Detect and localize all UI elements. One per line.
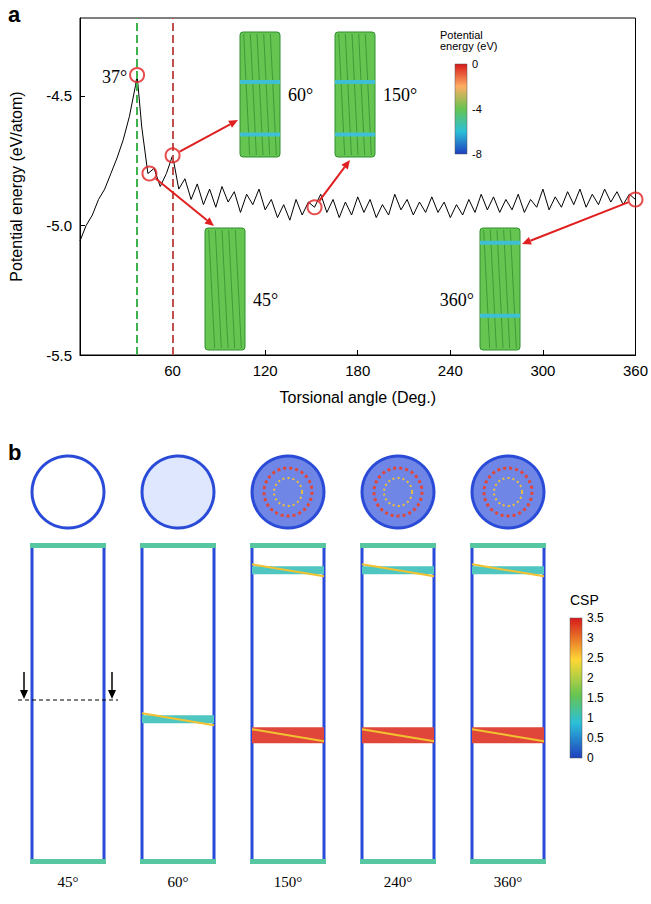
svg-text:150°: 150° <box>383 85 417 105</box>
svg-text:1: 1 <box>587 711 594 725</box>
svg-text:360°: 360° <box>494 874 523 890</box>
svg-text:45°: 45° <box>253 290 278 310</box>
svg-text:2: 2 <box>587 671 594 685</box>
svg-text:1.5: 1.5 <box>587 691 604 705</box>
svg-text:360: 360 <box>623 362 648 379</box>
svg-text:0: 0 <box>587 751 594 765</box>
svg-text:-8: -8 <box>472 148 482 160</box>
svg-text:360°: 360° <box>440 290 474 310</box>
svg-text:60°: 60° <box>288 85 313 105</box>
svg-text:150°: 150° <box>274 874 303 890</box>
svg-text:Potential energy (eV/atom): Potential energy (eV/atom) <box>8 91 25 281</box>
svg-text:Potential: Potential <box>440 28 483 41</box>
svg-text:-4: -4 <box>472 103 482 115</box>
svg-text:Torsional angle (Deg.): Torsional angle (Deg.) <box>279 389 436 406</box>
svg-text:-5.0: -5.0 <box>46 217 72 234</box>
svg-text:120: 120 <box>253 362 278 379</box>
svg-text:240°: 240° <box>384 874 413 890</box>
svg-text:180: 180 <box>345 362 370 379</box>
svg-text:energy (eV): energy (eV) <box>440 40 497 52</box>
svg-text:2.5: 2.5 <box>587 651 604 665</box>
svg-text:-5.5: -5.5 <box>46 347 72 364</box>
svg-text:45°: 45° <box>58 874 79 890</box>
svg-text:60°: 60° <box>168 874 189 890</box>
svg-text:3: 3 <box>587 631 594 645</box>
svg-text:0.5: 0.5 <box>587 731 604 745</box>
svg-text:CSP: CSP <box>570 592 599 608</box>
svg-text:a: a <box>8 2 21 27</box>
svg-text:b: b <box>8 440 21 465</box>
svg-text:37°: 37° <box>102 67 127 87</box>
svg-text:0: 0 <box>472 58 478 70</box>
svg-text:60: 60 <box>164 362 181 379</box>
svg-text:300: 300 <box>530 362 555 379</box>
svg-text:-4.5: -4.5 <box>46 87 72 104</box>
svg-text:240: 240 <box>438 362 463 379</box>
svg-text:3.5: 3.5 <box>587 611 604 625</box>
